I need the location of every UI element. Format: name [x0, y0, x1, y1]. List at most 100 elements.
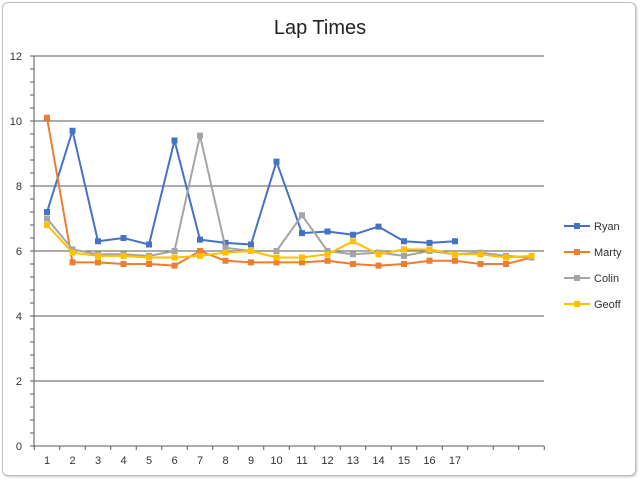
data-point	[503, 254, 509, 261]
data-point	[171, 248, 178, 254]
data-point	[248, 241, 254, 248]
data-point	[452, 238, 458, 245]
x-tick-label: 10	[270, 455, 282, 467]
x-tick-label: 5	[146, 455, 152, 467]
legend-item-geoff: Geoff	[564, 299, 622, 311]
legend-item-marty: Marty	[564, 247, 622, 259]
x-tick-label: 7	[197, 455, 203, 467]
data-point	[350, 231, 356, 238]
data-point	[273, 259, 280, 266]
data-point	[503, 261, 509, 267]
data-point	[69, 127, 76, 134]
data-point	[197, 252, 203, 259]
data-point	[273, 248, 280, 254]
data-point	[452, 251, 458, 258]
legend-marker	[574, 301, 580, 307]
data-point	[44, 114, 50, 121]
data-point	[120, 261, 127, 267]
data-point	[273, 158, 280, 165]
data-point	[248, 248, 254, 254]
data-point	[171, 262, 178, 269]
data-point	[350, 261, 356, 267]
y-tick-label: 12	[10, 51, 22, 63]
data-point	[95, 259, 101, 266]
x-tick-label: 15	[398, 455, 410, 467]
series-line	[46, 117, 532, 267]
legend: Ryan Marty Colin Geoff	[564, 221, 622, 311]
data-point	[299, 254, 305, 261]
data-point	[222, 244, 229, 251]
data-point	[44, 222, 50, 228]
data-point	[44, 209, 50, 215]
data-point	[401, 252, 407, 259]
x-tick-label: 16	[423, 455, 435, 467]
legend-label: Colin	[594, 273, 619, 285]
data-point	[171, 254, 178, 261]
series-line	[46, 224, 532, 259]
data-point	[171, 137, 178, 144]
legend-item-colin: Colin	[564, 273, 619, 285]
data-point	[324, 228, 331, 235]
data-point	[452, 257, 458, 264]
data-point	[69, 246, 76, 253]
series-layer	[44, 114, 535, 269]
data-point	[146, 254, 152, 261]
chart-title: Lap Times	[274, 17, 366, 39]
x-tick-label: 12	[321, 455, 333, 467]
data-point	[324, 248, 331, 254]
data-point	[146, 261, 152, 267]
data-point	[120, 235, 127, 241]
series-line	[46, 129, 456, 246]
data-point	[69, 249, 76, 256]
legend-label: Geoff	[594, 299, 622, 311]
data-point	[299, 212, 305, 219]
legend-item-ryan: Ryan	[564, 221, 620, 233]
y-tick-label: 0	[16, 441, 22, 453]
data-point	[350, 238, 356, 245]
data-point	[146, 241, 152, 248]
data-point	[401, 238, 407, 245]
data-point	[273, 254, 280, 261]
data-point	[299, 230, 305, 237]
data-point	[222, 257, 229, 264]
legend-label: Marty	[594, 247, 622, 259]
data-point	[426, 239, 433, 246]
x-tick-label: 4	[120, 455, 126, 467]
data-point	[69, 259, 76, 266]
y-tick-label: 4	[16, 311, 22, 323]
x-tick-label: 14	[372, 455, 384, 467]
legend-label: Ryan	[594, 221, 620, 233]
y-tick-label: 10	[10, 116, 22, 128]
data-point	[222, 249, 229, 256]
data-point	[324, 251, 331, 258]
data-point	[426, 257, 433, 264]
x-tick-label: 8	[222, 455, 228, 467]
y-tick-label: 6	[16, 246, 22, 258]
x-tick-label: 11	[296, 455, 307, 467]
data-point	[477, 251, 484, 258]
data-point	[375, 262, 382, 269]
data-point	[197, 248, 203, 254]
data-point	[120, 252, 127, 259]
x-tick-label: 6	[171, 455, 177, 467]
data-point	[44, 215, 50, 222]
data-point	[95, 238, 101, 245]
x-tick-label: 1	[44, 455, 50, 467]
data-point	[528, 252, 535, 259]
y-tick-label: 8	[16, 181, 22, 193]
x-tick-label: 3	[95, 455, 101, 467]
data-point	[401, 261, 407, 267]
legend-marker	[574, 223, 580, 229]
data-point	[375, 223, 382, 230]
data-point	[299, 259, 305, 266]
x-tick-label: 9	[248, 455, 254, 467]
x-tick-label: 2	[69, 455, 75, 467]
data-point	[375, 251, 382, 258]
data-point	[426, 246, 433, 253]
data-point	[477, 261, 484, 267]
series-marty	[44, 114, 535, 269]
data-point	[350, 251, 356, 258]
legend-marker	[574, 249, 580, 255]
data-point	[248, 259, 254, 266]
